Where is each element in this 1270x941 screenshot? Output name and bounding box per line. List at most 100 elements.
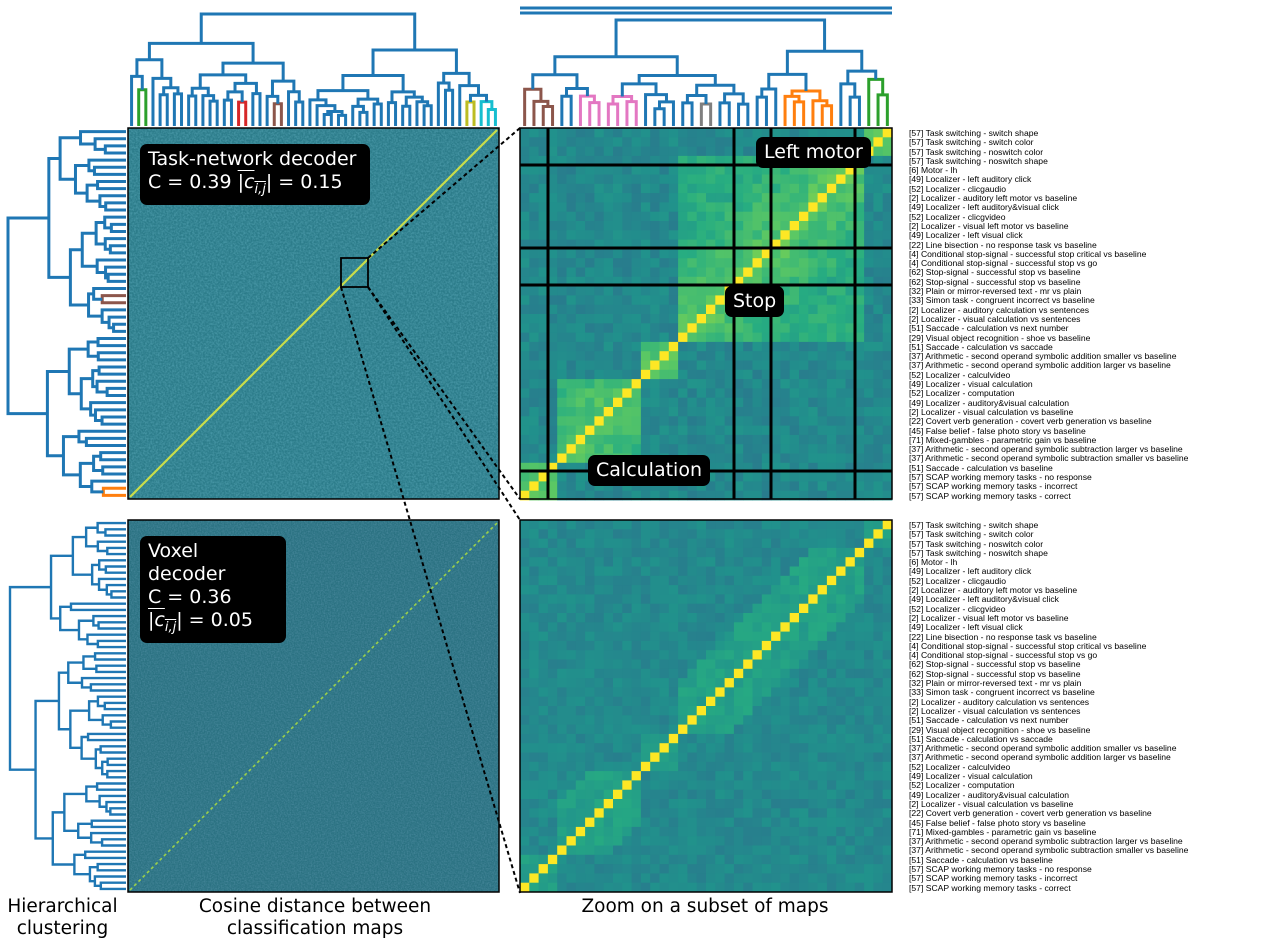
heatmap-cell [547,613,558,623]
heatmap-cell [575,267,586,278]
heatmap-cell [845,873,856,884]
task-diagonal [129,129,498,498]
heatmap-cell [706,799,716,809]
heatmap-cell [733,873,744,884]
heatmap-cell [594,258,605,268]
heatmap-cell [529,696,539,707]
heatmap-cell [724,761,735,772]
heatmap-cell [836,267,846,278]
heatmap-cell [733,520,744,530]
heatmap-cell [529,174,539,185]
heatmap-cell [585,650,595,660]
heatmap-cell [659,165,670,175]
heatmap-cell [706,369,716,380]
heatmap-cell [733,817,744,828]
heatmap-cell [836,360,846,371]
heatmap-cell [557,314,567,324]
heatmap-cell [864,715,874,725]
heatmap-cell [696,808,707,818]
heatmap-cell [873,472,884,482]
heatmap-cell [845,183,856,194]
heatmap-cell [873,211,884,222]
heatmap-cell [854,529,865,539]
heatmap-cell [622,594,632,605]
heatmap-cell [724,193,735,203]
heatmap-cell [724,425,735,436]
heatmap-cell [547,193,558,203]
heatmap-cell [706,351,716,361]
heatmap-cell [882,854,893,865]
heatmap-cell [613,230,623,240]
heatmap-cell [529,678,539,688]
heatmap-cell [650,882,660,893]
heatmap-cell [817,557,828,567]
heatmap-cell [575,557,586,567]
heatmap-cell [603,594,614,605]
heatmap-cell [826,360,837,371]
heatmap-cell [668,873,679,884]
heatmap-cell [640,155,651,166]
heatmap-cell [724,230,735,240]
heatmap-cell [603,817,614,828]
heatmap-cell [799,304,809,315]
dendrogram-link [95,782,126,791]
heatmap-cell [864,481,874,492]
heatmap-cell [668,323,679,333]
heatmap-cell [743,128,753,138]
heatmap-cell [631,808,642,818]
heatmap-cell [603,882,614,893]
dendrogram-link [96,639,126,649]
heatmap-cell [678,743,688,753]
heatmap-cell [529,752,539,763]
heatmap-cell [603,314,614,324]
heatmap-cell [882,622,893,632]
heatmap-cell [603,799,614,809]
heatmap-cell [668,481,679,492]
heatmap-cell [724,799,735,809]
heatmap-cell [640,360,651,371]
heatmap-cell [557,613,567,623]
heatmap-cell [696,425,707,436]
heatmap-cell [529,258,539,268]
heatmap-cell [659,668,670,679]
heatmap-cell [789,733,800,744]
heatmap-cell [771,575,781,586]
heatmap-cell [715,622,725,632]
heatmap-cell [817,462,828,473]
heatmap-cell [799,379,809,389]
heatmap-cell [873,369,884,380]
heatmap-cell [724,817,735,828]
heatmap-cell [789,529,800,539]
heatmap-cell [659,780,670,791]
heatmap-cell [585,397,595,408]
heatmap-cell [529,379,539,389]
heatmap-cell [696,780,707,791]
heatmap-cell [603,416,614,426]
heatmap-cell [845,836,856,846]
heatmap-cell [594,276,605,287]
heatmap-cell [668,407,679,417]
heatmap-cell [538,211,549,222]
heatmap-cell [864,444,874,454]
heatmap-cell [882,165,893,175]
heatmap-cell [585,230,595,240]
heatmap-cell [706,407,716,417]
task-row-label: [2] Localizer - visual calculation vs se… [909,313,1081,324]
heatmap-cell [882,407,893,417]
heatmap-cell [547,808,558,818]
heatmap-cell [622,733,632,744]
heatmap-cell [538,631,549,642]
heatmap-cell [687,696,698,707]
heatmap-cell [557,799,567,809]
heatmap-cell [520,137,530,147]
heatmap-cell [761,622,772,632]
heatmap-cell [752,733,763,744]
heatmap-cell [799,230,809,240]
heatmap-cell [650,248,660,259]
heatmap-cell [696,687,707,698]
heatmap-cell [873,276,884,287]
heatmap-cell [733,462,744,473]
heatmap-cell [864,211,874,222]
heatmap-cell [613,434,623,445]
heatmap-cell [696,668,707,679]
